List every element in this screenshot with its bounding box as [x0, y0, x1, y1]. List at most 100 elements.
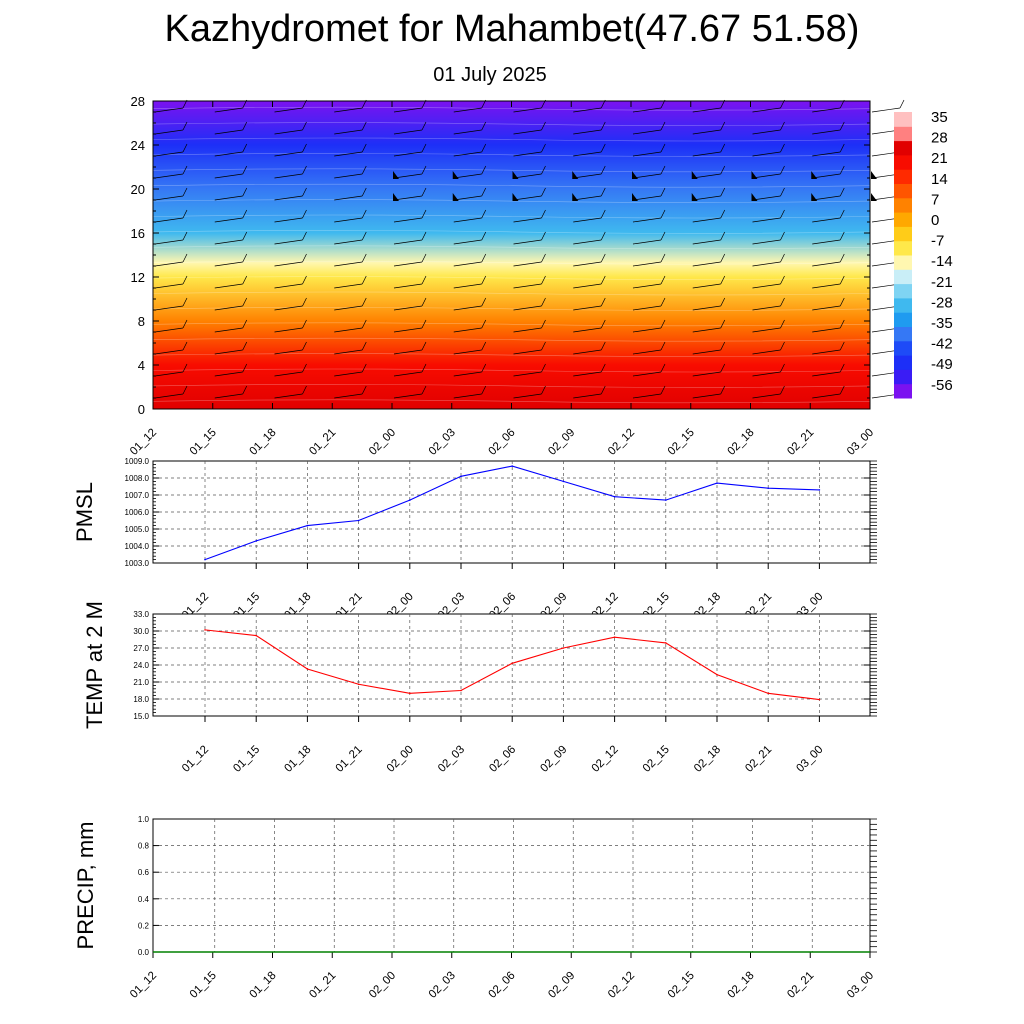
wind-barb	[632, 283, 662, 289]
wind-barb-feather	[780, 209, 785, 219]
wind-barb	[393, 239, 423, 245]
wind-barb-feather	[481, 319, 487, 329]
wind-barb	[154, 151, 184, 157]
wind-barb	[692, 173, 721, 179]
wind-barb-feather	[660, 121, 666, 131]
wind-barb-feather	[182, 341, 188, 351]
wind-barb-feather	[242, 341, 248, 351]
wind-barb	[274, 129, 303, 135]
precip-x-tick-label: 02_09	[546, 970, 577, 1001]
temp2m-x-tick-label: 02_15	[641, 744, 672, 775]
colorbar-swatch	[894, 340, 912, 356]
pmsl-y-tick-label: 1009.0	[125, 457, 150, 466]
wind-barb-feather	[541, 143, 546, 153]
y-tick-label: 4	[138, 358, 145, 373]
wind-barb-feather	[421, 319, 427, 329]
wind-barb-feather	[720, 385, 726, 395]
wind-barb	[393, 349, 423, 355]
wind-barb	[214, 151, 243, 157]
wind-barb	[692, 393, 721, 399]
precip-y-tick-label: 1.0	[138, 815, 150, 824]
temp2m-frame	[152, 613, 871, 717]
wind-barb-feather	[481, 297, 487, 307]
wind-barb-feather	[421, 363, 427, 373]
temp2m-data-point	[818, 698, 821, 701]
wind-barb	[453, 173, 482, 179]
wind-barb-pennant	[691, 193, 698, 201]
wind-barb	[692, 261, 721, 267]
wind-barb	[573, 283, 602, 289]
x-tick-label: 02_15	[666, 427, 697, 458]
wind-barb-feather	[600, 297, 606, 307]
wind-barb	[513, 261, 542, 267]
wind-barb	[513, 371, 542, 377]
wind-barb	[513, 129, 542, 135]
x-tick-label: 02_18	[726, 427, 757, 458]
wind-barb	[812, 349, 841, 355]
wind-barb	[214, 129, 243, 135]
temp2m-data-point	[460, 689, 462, 692]
wind-barb-feather	[182, 121, 188, 131]
wind-barb	[752, 327, 781, 333]
wind-barb-feather	[720, 121, 726, 131]
y-tick-label: 24	[131, 138, 145, 153]
wind-barb	[632, 349, 662, 355]
colorbar-swatch	[894, 226, 912, 242]
wind-barb-feather	[660, 143, 666, 153]
wind-barb-feather	[302, 165, 307, 175]
wind-barb-pennant	[512, 193, 519, 201]
wind-barb	[154, 261, 184, 267]
colorbar-label: 28	[931, 130, 948, 147]
x-tick-label: 02_09	[546, 427, 577, 458]
wind-barb-feather	[780, 121, 785, 131]
wind-barb	[214, 261, 243, 267]
colorbar-label: -21	[931, 274, 953, 291]
wind-barb	[812, 217, 841, 223]
precip-frame	[152, 818, 871, 953]
wind-barb-feather	[839, 363, 845, 373]
temp2m-data-point	[665, 642, 667, 644]
colorbar-swatch	[894, 312, 912, 327]
wind-barb	[154, 129, 184, 135]
colorbar-label: -42	[931, 336, 953, 353]
wind-barb	[393, 393, 423, 399]
colorbar-swatch	[894, 197, 912, 213]
precip-x-tick-label: 02_18	[726, 970, 757, 1001]
temp2m-data-point	[716, 673, 718, 676]
wind-barb-feather	[421, 275, 427, 285]
wind-barb	[214, 393, 243, 399]
temp2m-y-axis-label: TEMP at 2 M	[82, 601, 107, 729]
wind-barb	[812, 327, 841, 333]
wind-barb-feather	[481, 385, 487, 395]
wind-barb-feather	[421, 143, 427, 153]
wind-barb-feather	[600, 165, 606, 175]
wind-barb	[334, 349, 363, 355]
wind-barb	[393, 107, 423, 113]
wind-barb-feather	[302, 319, 307, 329]
wind-barb-feather	[541, 385, 546, 395]
pmsl-y-tick-label: 1003.0	[125, 559, 150, 568]
wind-barb	[752, 239, 781, 245]
precip-y-tick-label: 0.8	[138, 842, 150, 851]
wind-barb	[274, 261, 303, 267]
x-tick-label: 03_00	[845, 427, 876, 458]
wind-barb-feather	[541, 121, 546, 131]
temp2m-x-tick-label: 01_18	[282, 744, 313, 775]
wind-barb-feather	[481, 363, 487, 373]
precip-x-tick-label: 02_21	[785, 970, 816, 1001]
wind-barb-feather	[541, 297, 546, 307]
pmsl-y-tick-label: 1008.0	[125, 474, 150, 483]
wind-barb-feather	[182, 209, 188, 219]
wind-barb-feather	[839, 231, 845, 241]
wind-barb	[692, 327, 721, 333]
wind-barb-feather	[600, 341, 606, 351]
pmsl-y-tick-label: 1007.0	[125, 491, 150, 500]
wind-barb	[573, 349, 602, 355]
wind-barb-feather	[182, 275, 188, 285]
wind-barb-feather	[600, 231, 606, 241]
wind-barb	[692, 283, 721, 289]
wind-barb-feather	[421, 209, 427, 219]
wind-barb	[573, 393, 602, 399]
wind-barb-feather	[720, 231, 726, 241]
colorbar-label: -56	[931, 377, 953, 394]
